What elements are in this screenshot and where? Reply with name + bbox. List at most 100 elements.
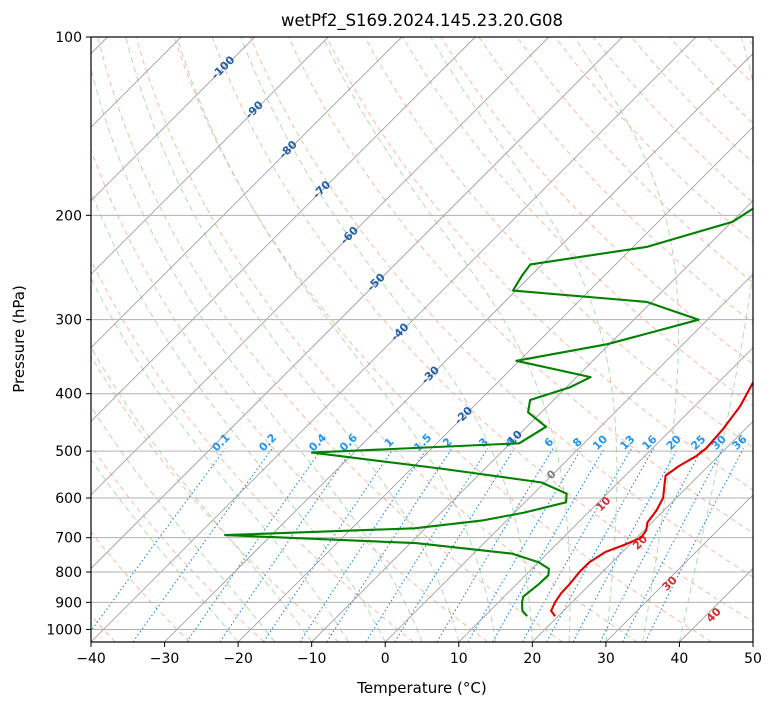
y-tick-label: 700 — [55, 531, 82, 547]
isotherm-label: -40 — [388, 320, 411, 343]
mixing-ratio-label: 20 — [664, 432, 684, 452]
moist-adiabat-line — [91, 405, 276, 642]
moist-adiabat-line — [678, 37, 753, 642]
dry-adiabat-label: 40 — [704, 605, 724, 625]
moist-adiabat-line — [430, 37, 618, 642]
isotherm-line — [458, 347, 753, 642]
mixing-ratio-line — [91, 448, 226, 632]
x-tick-label: 20 — [523, 651, 541, 667]
isotherm-line — [91, 37, 329, 275]
isotherm-label: -20 — [452, 404, 475, 427]
moist-adiabat-line — [176, 37, 497, 642]
mixing-ratio-line — [436, 448, 554, 642]
dry-adiabat-label: 10 — [593, 494, 613, 514]
x-axis-title: Temperature (°C) — [356, 679, 486, 697]
isotherm-label: -50 — [364, 271, 387, 294]
dry-adiabat-line — [592, 37, 753, 204]
x-axis-ticks: −40 −30 −20 −10 0 10 20 30 40 50 — [76, 642, 762, 667]
mixing-ratio-label: 10 — [590, 432, 610, 452]
y-tick-label: 200 — [55, 208, 82, 224]
mixing-ratio-line — [132, 448, 273, 642]
chart-title: wetPf2_S169.2024.145.23.20.G08 — [281, 11, 563, 31]
isotherm-line — [91, 37, 550, 496]
moist-adiabat-line — [125, 37, 460, 642]
sounding-profiles — [224, 207, 753, 617]
x-tick-label: −20 — [223, 651, 253, 667]
dry-adiabat-line — [402, 37, 753, 407]
x-tick-label: 0 — [381, 651, 390, 667]
dry-adiabat-line — [91, 445, 265, 642]
mixing-ratio-line — [492, 448, 605, 642]
mixing-ratio-lines — [91, 448, 744, 642]
isotherm-label-zero: 0 — [544, 467, 559, 482]
mixing-ratio-line — [326, 448, 453, 642]
dry-adiabat-line — [554, 37, 753, 244]
temperature-profile-line — [550, 380, 753, 617]
mixing-ratio-line — [599, 448, 703, 642]
dry-adiabat-label: 20 — [630, 532, 650, 552]
dry-adiabat-line — [135, 37, 638, 642]
y-tick-label: 1000 — [46, 622, 82, 638]
moist-adiabat-line — [91, 276, 349, 642]
y-tick-label: 900 — [55, 595, 82, 611]
moist-adiabat-line — [322, 37, 571, 642]
skewed-isotherm-lines — [91, 37, 753, 642]
isotherm-line — [91, 37, 403, 349]
mixing-ratio-label: 1 — [382, 435, 397, 450]
mixing-ratio-line — [365, 448, 489, 642]
dewpoint-profile-line — [224, 207, 753, 617]
isotherm-line — [91, 37, 255, 202]
x-tick-label: −30 — [150, 651, 180, 667]
mixing-ratio-line — [299, 448, 428, 642]
y-tick-label: 600 — [55, 491, 82, 507]
dry-adiabat-lines — [91, 37, 753, 642]
isotherm-line — [91, 37, 476, 422]
isotherm-line — [752, 641, 753, 642]
isotherm-label: -90 — [243, 98, 266, 121]
mixing-ratio-line — [186, 448, 323, 642]
isotherm-line — [164, 52, 753, 642]
moist-adiabat-lines — [91, 37, 753, 642]
y-tick-label: 100 — [55, 30, 82, 46]
mixing-ratio-line — [644, 448, 744, 642]
mixing-ratio-line — [572, 448, 679, 642]
isotherm-label: -70 — [310, 178, 333, 201]
y-tick-label: 800 — [55, 565, 82, 581]
dry-adiabat-line — [91, 531, 191, 642]
moist-adiabat-line — [91, 458, 239, 642]
dry-adiabat-line — [516, 37, 753, 284]
y-axis-title: Pressure (hPa) — [10, 285, 28, 393]
moist-adiabat-line — [91, 346, 313, 642]
dry-adiabat-line — [249, 37, 753, 578]
plot-area: -100-90-80-70-60-50-40-30-20-10010203040… — [91, 37, 753, 642]
mixing-ratio-label: 16 — [640, 432, 660, 452]
dry-adiabat-line — [91, 148, 489, 642]
dry-adiabat-line — [91, 258, 414, 642]
dry-adiabat-line — [97, 37, 563, 642]
dry-adiabat-label: 30 — [660, 573, 680, 593]
mixing-ratio-line — [263, 448, 394, 642]
isotherm-label: -80 — [277, 138, 300, 161]
isotherm-line — [311, 200, 753, 642]
isotherm-label: -60 — [338, 224, 361, 247]
moist-adiabat-line — [91, 190, 386, 642]
dry-adiabat-line — [440, 37, 753, 365]
isotherm-line — [91, 37, 697, 642]
moist-adiabat-line — [574, 37, 679, 642]
dry-adiabat-line — [707, 37, 753, 85]
moist-adiabat-line — [240, 37, 533, 642]
x-tick-label: 40 — [671, 651, 689, 667]
mixing-ratio-label: 8 — [570, 435, 585, 450]
y-tick-label: 300 — [55, 313, 82, 329]
dry-adiabat-line — [211, 37, 753, 623]
isotherm-label: -30 — [419, 363, 442, 386]
dry-adiabat-line — [669, 37, 753, 125]
x-tick-label: 30 — [597, 651, 615, 667]
x-tick-label: −40 — [76, 651, 106, 667]
plot-frame — [90, 36, 754, 643]
mixing-ratio-label: 36 — [730, 432, 750, 452]
y-tick-label: 500 — [55, 444, 82, 460]
isotherm-line — [605, 494, 753, 642]
x-tick-label: −10 — [297, 651, 327, 667]
x-tick-label: 50 — [744, 651, 762, 667]
